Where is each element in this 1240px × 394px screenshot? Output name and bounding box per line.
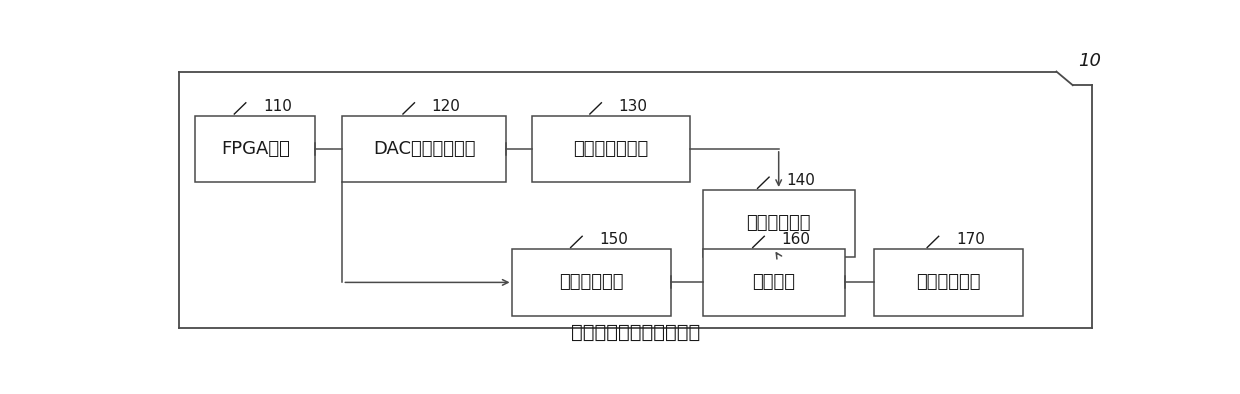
Bar	[342, 115, 506, 182]
Text: 170: 170	[956, 232, 985, 247]
Bar	[703, 249, 844, 316]
Bar	[512, 249, 671, 316]
Bar	[703, 190, 854, 256]
Text: 110: 110	[263, 99, 291, 114]
Bar	[874, 249, 1023, 316]
Text: 频率合成电路: 频率合成电路	[559, 273, 624, 292]
Text: 130: 130	[619, 99, 647, 114]
Text: 120: 120	[432, 99, 460, 114]
Text: 140: 140	[786, 173, 815, 188]
Text: 滤波放大电路: 滤波放大电路	[916, 273, 981, 292]
Text: 150: 150	[599, 232, 629, 247]
Text: 滤波和加法电路: 滤波和加法电路	[573, 140, 649, 158]
Bar	[532, 115, 691, 182]
Text: 超宽带扫频信号发生装置: 超宽带扫频信号发生装置	[570, 323, 701, 342]
Bar	[196, 115, 315, 182]
Text: 160: 160	[781, 232, 811, 247]
Text: 10: 10	[1079, 52, 1101, 70]
Text: 压控振荡电路: 压控振荡电路	[746, 214, 811, 232]
Text: DAC数模转换电路: DAC数模转换电路	[373, 140, 475, 158]
Text: 混频电路: 混频电路	[753, 273, 795, 292]
Text: FPGA电路: FPGA电路	[221, 140, 290, 158]
